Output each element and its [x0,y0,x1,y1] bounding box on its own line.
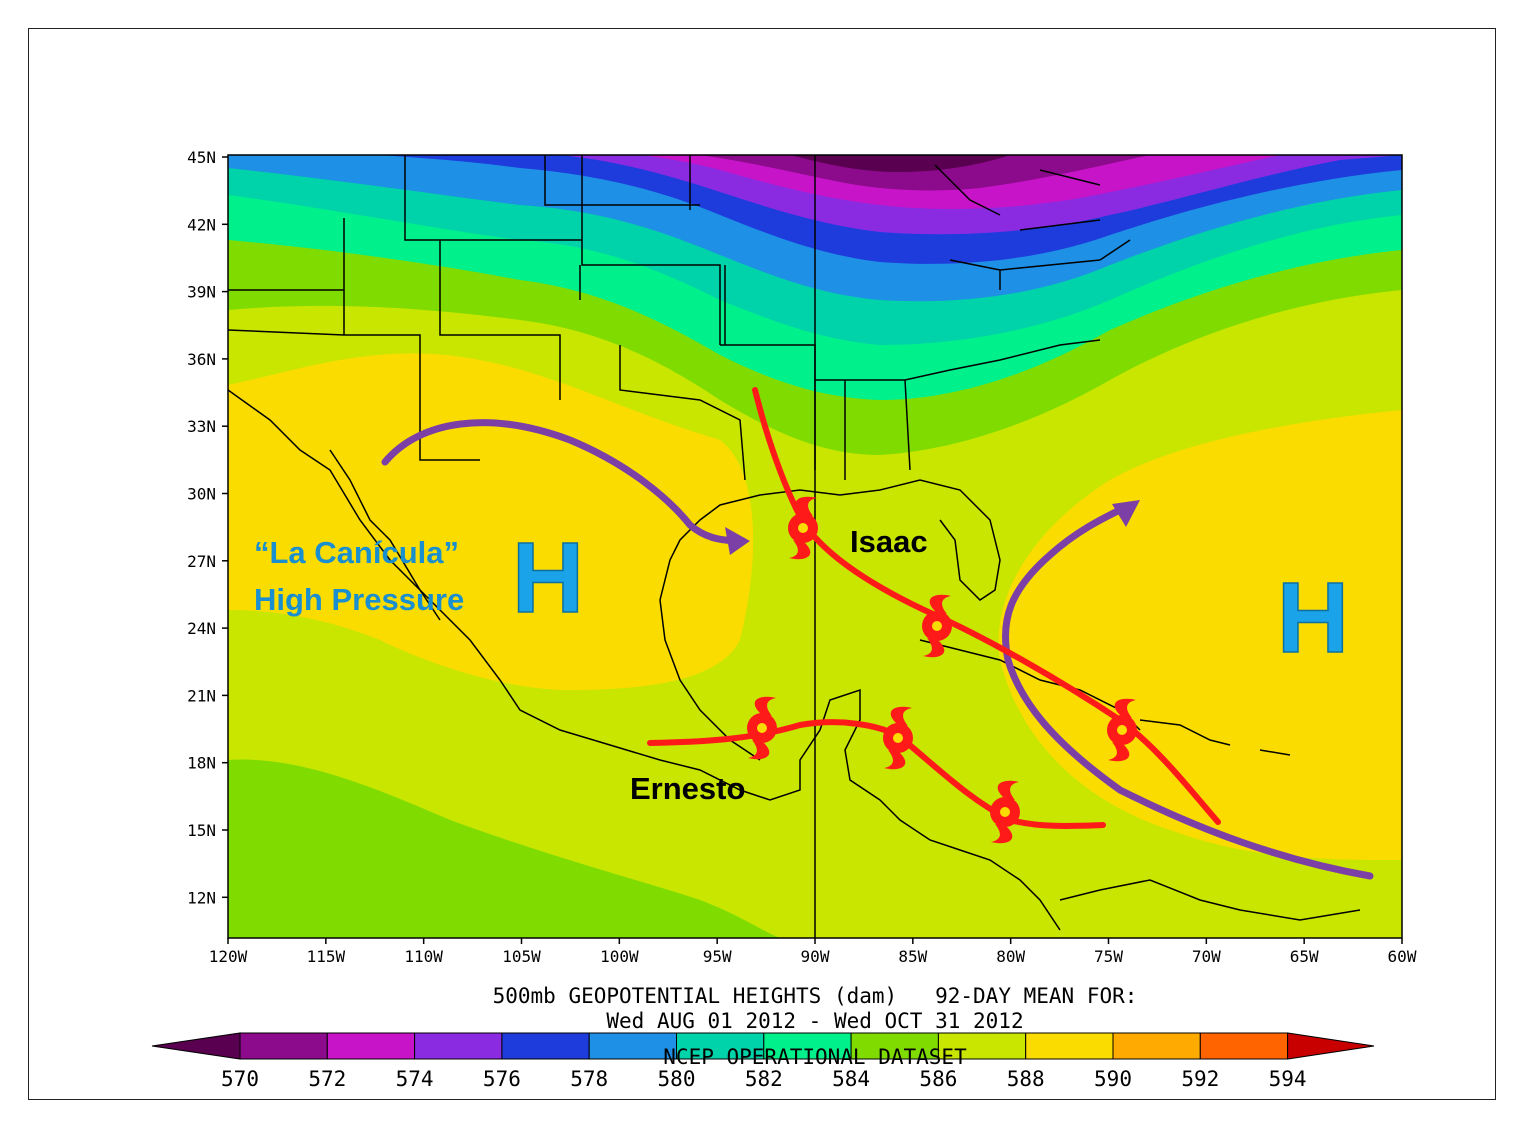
colorbar: 570 572 574 576 578 580 582 584 586 588 590 592 594 [151,1032,1375,1091]
colorbar-swatch [326,1032,416,1060]
hurricane-icon [1107,698,1137,762]
colorbar-min-arrow [151,1032,241,1060]
lon-tick-label: 65W [1290,947,1319,966]
storm-symbols [747,496,1137,844]
colorbar-label: 584 [832,1067,870,1091]
hurricane-icon [883,706,913,770]
caption-line-3: NCEP OPERATIONAL DATASET [663,1045,967,1069]
steering-arrow-east [1002,501,1374,880]
colorbar-swatch [676,1032,765,1060]
colorbar-label: 592 [1181,1067,1219,1091]
lat-tick-label: 21N [187,686,216,705]
colorbar-swatch [850,1032,939,1060]
lon-tick-label: 110W [404,947,443,966]
hurricane-icon [990,780,1020,844]
lon-tick-label: 80W [996,947,1025,966]
colorbar-label: 582 [745,1067,783,1091]
colorbar-swatch [414,1032,503,1060]
lat-tick-label: 36N [187,350,216,369]
colorbar-swatch [1025,1032,1114,1060]
hurricane-icon [922,594,952,658]
arrow-head-east [1112,500,1140,527]
lat-tick-label: 42N [187,215,216,234]
lon-tick-label: 85W [898,947,927,966]
colorbar-label: 570 [221,1067,259,1091]
caption-line-1: 500mb GEOPOTENTIAL HEIGHTS (dam) 92-DAY … [493,984,1138,1008]
colorbar-label: 594 [1269,1067,1307,1091]
lon-tick-label: 95W [703,947,732,966]
steering-arrow-west [381,419,739,545]
storm-label-ernesto: Ernesto [630,771,745,806]
storm-label-isaac: Isaac [850,524,928,559]
colorbar-swatch [239,1032,328,1060]
lon-tick-label: 60W [1388,947,1417,966]
colorbar-label: 588 [1007,1067,1045,1091]
lat-tick-label: 27N [187,552,216,571]
lon-tick-label: 115W [307,947,346,966]
lat-tick-label: 45N [187,148,216,167]
lat-tick-label: 33N [187,417,216,436]
lon-tick-label: 70W [1192,947,1221,966]
lon-tick-label: 75W [1094,947,1123,966]
colorbar-label: 578 [570,1067,608,1091]
steering-flows [381,419,1374,880]
colorbar-label: 576 [483,1067,521,1091]
colorbar-swatch [763,1032,852,1060]
colorbar-label: 590 [1094,1067,1132,1091]
colorbar-max-arrow [1287,1032,1375,1060]
latitude-axis: 45N 42N 39N 36N 33N 30N 27N 24N 21N 18N 15N 12N [187,148,228,907]
colorbar-label: 580 [658,1067,696,1091]
lon-tick-label: 100W [600,947,639,966]
colorbar-label: 572 [308,1067,346,1091]
caption-line-2: Wed AUG 01 2012 - Wed OCT 31 2012 [606,1009,1023,1033]
coastlines [228,155,1361,931]
longitude-axis: 120W 115W 110W 105W 100W 95W 90W 85W 80W 75W 70W 65… [209,938,1417,966]
colorbar-swatch [1112,1032,1201,1060]
high-pressure-east-letter: H [1277,562,1349,674]
lon-tick-label: 105W [502,947,541,966]
hurricane-icon [788,496,818,560]
lat-tick-label: 24N [187,619,216,638]
lat-tick-label: 30N [187,485,216,504]
colorbar-label: 586 [919,1067,957,1091]
hurricane-icon [747,696,777,760]
colorbar-label: 574 [396,1067,434,1091]
lat-tick-label: 18N [187,754,216,773]
lon-tick-label: 120W [209,947,248,966]
arrow-head-west [725,527,750,555]
lat-tick-label: 15N [187,821,216,840]
colorbar-swatch [937,1032,1027,1060]
lon-tick-label: 90W [801,947,830,966]
lat-tick-label: 12N [187,888,216,907]
lat-tick-label: 39N [187,283,216,302]
colorbar-swatch [501,1032,590,1060]
high-pressure-label: High Pressure [254,582,464,617]
high-pressure-west-letter: H [512,522,584,634]
colorbar-swatch [1199,1032,1289,1060]
la-canicula-label: “La Canícula” [254,535,459,570]
